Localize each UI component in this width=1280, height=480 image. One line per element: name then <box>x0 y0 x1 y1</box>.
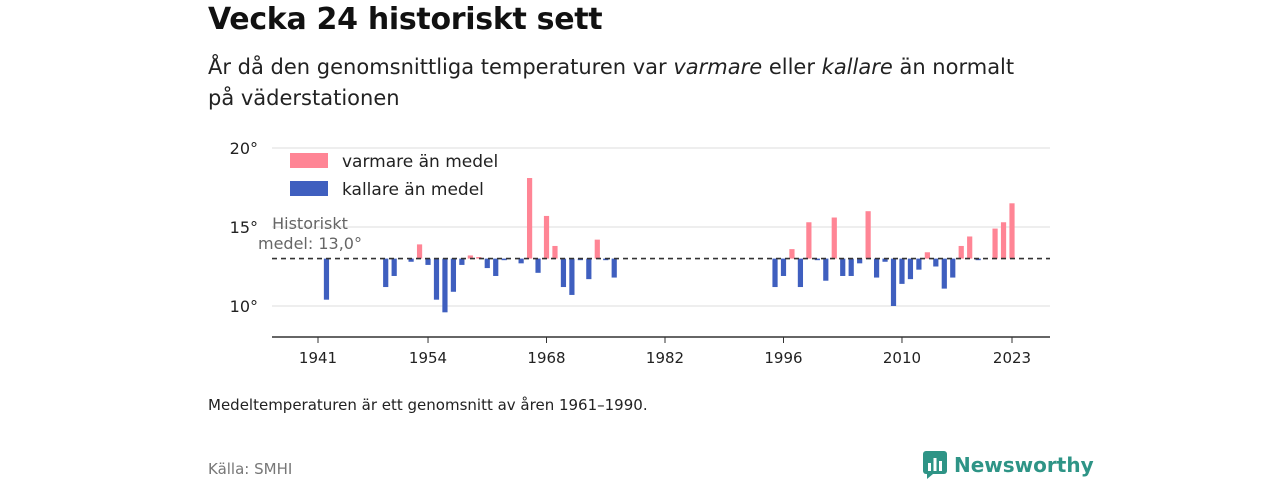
bar-warm <box>526 178 533 259</box>
bar-warm <box>467 255 473 259</box>
y-tick-label: 10° <box>230 297 258 316</box>
bars <box>323 178 1015 313</box>
bar-warm <box>1000 222 1007 259</box>
x-tick-label: 1982 <box>646 349 684 367</box>
bar-cold <box>408 258 414 262</box>
bar-warm <box>992 228 998 259</box>
chart-note: Medeltemperaturen är ett genomsnitt av å… <box>208 396 648 414</box>
x-tick-label: 2010 <box>883 349 921 367</box>
bar-cold <box>450 258 457 292</box>
bar-cold <box>425 258 431 265</box>
bar-cold <box>391 258 397 276</box>
x-tick-label: 1941 <box>299 349 337 367</box>
bar-cold <box>857 258 863 264</box>
bar-cold <box>890 258 897 306</box>
bar-cold <box>493 258 499 276</box>
bar-cold <box>569 258 575 295</box>
bar-warm <box>1009 203 1015 259</box>
bar-cold <box>882 258 888 262</box>
legend-label: kallare än medel <box>342 180 484 200</box>
x-tick-label: 1954 <box>409 349 447 367</box>
x-tick-label: 1968 <box>527 349 565 367</box>
subtitle-part2: eller <box>762 55 822 79</box>
bar-cold <box>907 258 914 280</box>
bar-cold <box>535 258 541 273</box>
bar-warm <box>476 257 482 259</box>
bar-cold <box>950 258 956 278</box>
grid-lines <box>272 147 1050 307</box>
bar-cold <box>323 258 330 300</box>
chart-subtitle: År då den genomsnittliga temperaturen va… <box>208 52 1028 114</box>
bar-warm <box>865 211 871 259</box>
bar-cold <box>501 258 507 261</box>
bar-warm <box>967 236 973 259</box>
chart-title: Vecka 24 historiskt sett <box>208 2 603 37</box>
bar-cold <box>518 258 524 264</box>
legend: varmare än medel kallare än medel <box>290 152 498 200</box>
bar-cold <box>611 258 617 278</box>
bar-cold <box>586 258 592 280</box>
subtitle-part1: År då den genomsnittliga temperaturen va… <box>208 55 674 79</box>
subtitle-part3: än normalt på väderstationen <box>208 55 1015 110</box>
x-tick-label: 1996 <box>764 349 802 367</box>
x-axis: 1941 1954 1968 1982 1996 2010 2023 <box>272 336 1050 367</box>
bar-cold <box>933 258 939 267</box>
bar-warm <box>552 245 558 259</box>
bar-warm <box>924 252 930 259</box>
bar-cold <box>848 258 854 276</box>
legend-swatch <box>290 181 328 196</box>
bar-cold <box>780 258 787 276</box>
bar-cold <box>383 258 389 288</box>
bar-cold <box>916 258 922 270</box>
reference-line-label: Historiskt <box>272 214 348 233</box>
bar-warm <box>831 217 837 259</box>
bar-warm <box>958 245 964 259</box>
bar-warm <box>594 239 600 259</box>
bar-cold <box>484 258 490 269</box>
newsworthy-logo-icon <box>923 451 947 479</box>
bar-cold <box>873 258 880 278</box>
bar-cold <box>459 258 465 265</box>
bar-warm <box>806 222 812 259</box>
bar-cold <box>433 258 440 300</box>
brand-logo: Newsworthy <box>922 450 1094 480</box>
bar-cold <box>840 258 846 276</box>
y-axis-labels: 10° 15° 20° <box>230 139 258 316</box>
bar-cold <box>814 258 820 261</box>
bar-warm <box>416 244 423 259</box>
subtitle-cold-word: kallare <box>821 55 893 79</box>
y-tick-label: 20° <box>230 139 258 158</box>
brand-name: Newsworthy <box>954 453 1094 477</box>
bar-warm <box>789 249 795 259</box>
bar-cold <box>941 258 947 289</box>
bar-cold <box>899 258 905 284</box>
x-tick-label: 2023 <box>993 349 1031 367</box>
bar-warm <box>543 215 550 259</box>
bar-cold <box>797 258 804 288</box>
bar-cold <box>560 258 567 288</box>
subtitle-warm-word: varmare <box>673 55 763 79</box>
bar-cold <box>772 258 778 288</box>
source-credit: Källa: SMHI <box>208 460 293 478</box>
reference-line-label: medel: 13,0° <box>258 234 362 253</box>
y-tick-label: 15° <box>230 218 258 237</box>
legend-swatch <box>290 153 328 168</box>
legend-label: varmare än medel <box>342 152 498 172</box>
bar-cold <box>823 258 829 281</box>
bar-cold <box>442 258 448 313</box>
